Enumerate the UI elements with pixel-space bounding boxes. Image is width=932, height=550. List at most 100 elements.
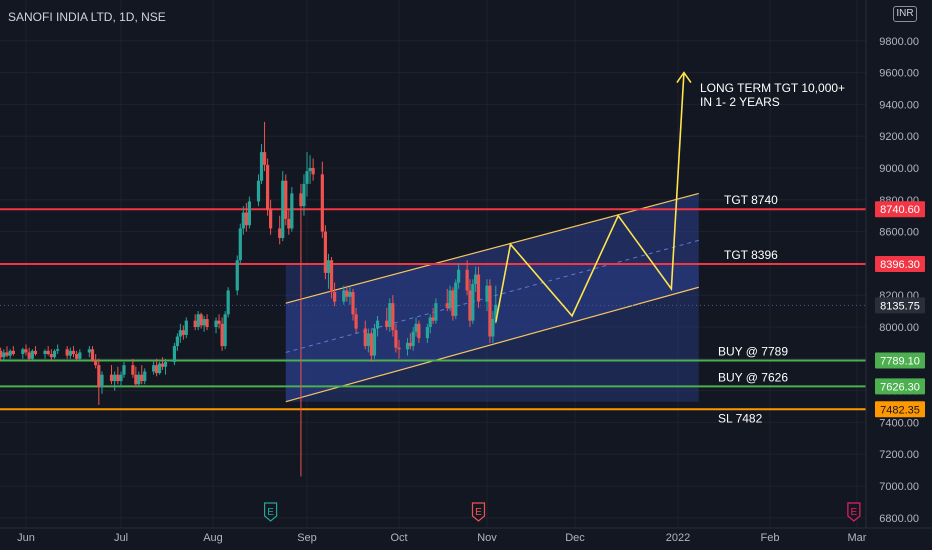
candle-body (155, 365, 159, 374)
candle-body (152, 365, 156, 372)
candle-body (428, 317, 432, 327)
candle-body (21, 349, 25, 355)
price-tag-label: 8740.60 (880, 204, 920, 216)
candle-body (468, 290, 472, 321)
candle-body (354, 314, 358, 329)
candle-body (397, 347, 401, 350)
candle-body (431, 317, 435, 321)
candle-body (348, 292, 352, 297)
candle-body (75, 354, 79, 359)
candle-body (134, 374, 138, 385)
x-tick-label: Sep (297, 532, 317, 544)
candle-body (0, 350, 3, 358)
candle-body (287, 218, 291, 229)
candle-body (394, 330, 398, 348)
y-tick-label: 9200.00 (879, 131, 919, 143)
candle-body (342, 290, 346, 302)
price-axis-bg (866, 0, 932, 550)
candle-body (181, 330, 185, 335)
candle-body (445, 303, 449, 308)
candle-body (281, 180, 285, 238)
candle-body (302, 183, 306, 207)
candle-body (471, 284, 475, 321)
y-tick-label: 8600.00 (879, 227, 919, 239)
candle-body (333, 292, 337, 302)
candle-body (323, 231, 327, 273)
x-tick-label: Jun (17, 532, 35, 544)
candle-body (269, 209, 273, 229)
candle-body (172, 346, 177, 362)
channel-fill (285, 193, 699, 402)
currency-badge[interactable]: INR (893, 6, 917, 22)
y-tick-label: 8000.00 (879, 322, 919, 334)
candle-body (68, 350, 72, 356)
candle-body (119, 374, 123, 382)
candle-body (46, 350, 50, 355)
price-tag-bg (875, 401, 925, 418)
candle-body (122, 365, 126, 375)
candle-body (131, 365, 135, 375)
candle-body (405, 342, 410, 350)
projection-arrowhead (676, 71, 692, 84)
price-axis[interactable]: 6800.007000.007200.007400.007600.007800.… (865, 0, 932, 550)
candle-body (457, 269, 461, 283)
level-label: SL 7482 (718, 411, 763, 425)
candle-body (33, 350, 38, 355)
candle-body (485, 285, 489, 302)
candle-body (178, 330, 182, 337)
candle-body (366, 333, 370, 347)
candle-body (52, 350, 57, 358)
candle-body (193, 320, 197, 327)
candle-body (451, 290, 455, 316)
candle-body (94, 360, 98, 366)
earnings-marker-letter: E (851, 507, 858, 518)
candle-body (43, 350, 47, 355)
candle-body (491, 319, 495, 337)
y-tick-label: 7400.00 (879, 417, 919, 429)
candle-body (375, 320, 380, 329)
candle-body (160, 363, 165, 367)
candle-body (372, 328, 377, 356)
candle-body (137, 374, 141, 385)
candle-body (448, 290, 452, 308)
candle-body (163, 361, 168, 367)
candle-body (329, 260, 334, 293)
candle-body (157, 363, 162, 374)
chart-title: SANOFI INDIA LTD, 1D, NSE (8, 10, 166, 24)
candle-body (65, 349, 69, 356)
annotation-line-2: IN 1- 2 YEARS (700, 95, 780, 109)
x-tick-label: Jul (114, 532, 128, 544)
candle-body (202, 319, 206, 326)
projection-line (495, 72, 685, 323)
candle-body (220, 323, 224, 347)
candle-body (476, 274, 481, 302)
price-tag-bg (875, 255, 925, 272)
candle-body (414, 323, 418, 332)
channel-lower-line (285, 286, 699, 403)
candle-body (27, 352, 31, 359)
y-tick-label: 9000.00 (879, 163, 919, 175)
candle-body (56, 349, 60, 351)
time-axis[interactable]: Jun Jul Aug Sep Oct Nov Dec 2022 Feb Mar (0, 527, 932, 544)
candle-body (217, 320, 221, 324)
candle-body (199, 314, 203, 326)
candle-body (100, 374, 104, 388)
candle-body (247, 201, 251, 226)
candle-body (305, 171, 309, 184)
candle-body (265, 164, 270, 210)
candle-body (226, 290, 230, 315)
candle-body (175, 336, 179, 347)
candle-body (417, 323, 421, 339)
x-tick-label: Mar (848, 532, 867, 544)
candle-body (385, 320, 389, 327)
earnings-marker-icon (471, 502, 486, 522)
candle-body (474, 274, 478, 285)
earnings-marker-icon (847, 502, 861, 522)
candle-body (308, 168, 312, 172)
candle-body (351, 292, 355, 315)
candle-body (30, 350, 34, 359)
x-tick-label: Feb (761, 532, 780, 544)
candle-body (24, 349, 28, 353)
candle-body (345, 290, 349, 297)
